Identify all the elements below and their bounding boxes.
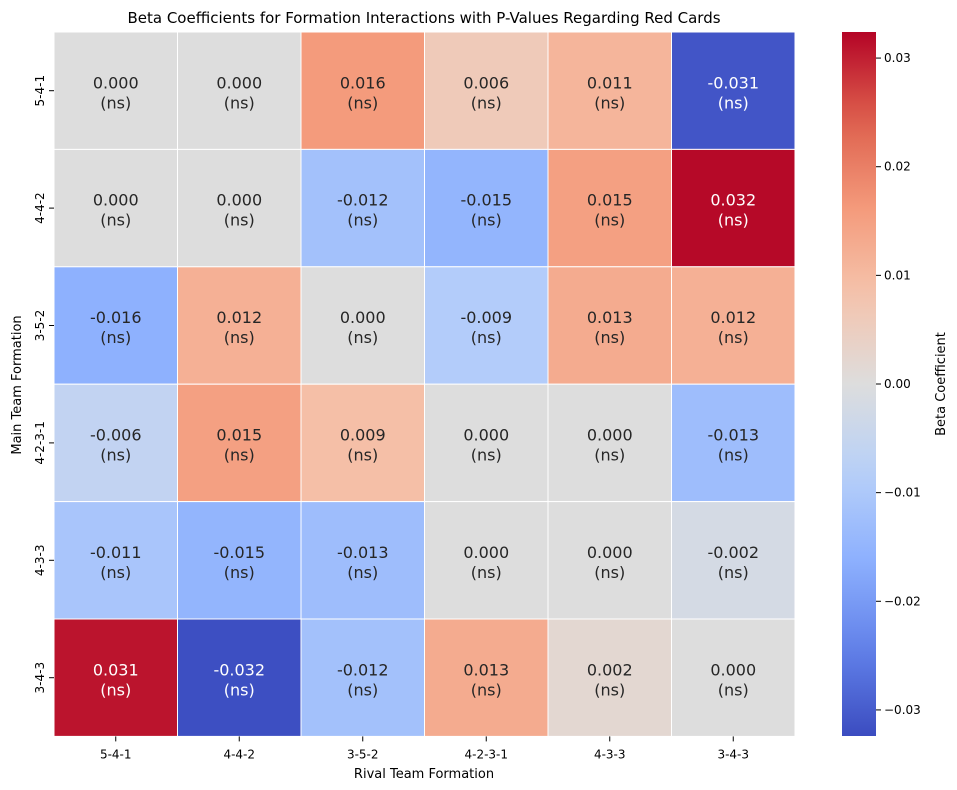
cell-value-label: 0.012 (ns) xyxy=(710,308,756,347)
y-tick-label: 4-2-3-1 xyxy=(33,421,47,465)
cell-value-label: 0.000 (ns) xyxy=(216,191,262,230)
cell-value-label: 0.011 (ns) xyxy=(587,73,633,112)
cell-value-label: 0.000 (ns) xyxy=(710,660,756,699)
heatmap-cell xyxy=(671,148,796,268)
y-tick-label: 4-3-3 xyxy=(33,545,47,577)
colorbar-tick-label: 0.02 xyxy=(884,160,911,174)
y-axis-ticks: 5-4-1 4-4-2 3-5-2 4-2-3-1 4-3-3 3-4-3 xyxy=(33,75,54,694)
colorbar-label: Beta Coefficient xyxy=(934,332,949,436)
heatmap-cell xyxy=(53,266,178,385)
colorbar-tick-label: −0.02 xyxy=(884,594,921,608)
colorbar-tick-label: 0.01 xyxy=(884,268,911,282)
cell-value-label: 0.031 (ns) xyxy=(93,660,139,699)
colorbar-tick-label: −0.03 xyxy=(884,703,921,717)
cell-value-label: 0.000 (ns) xyxy=(93,191,139,230)
y-tick-label: 3-4-3 xyxy=(33,662,47,694)
cell-value-label: 0.032 (ns) xyxy=(710,191,756,230)
cell-value-label: -0.032 (ns) xyxy=(213,660,265,699)
cell-value-label: -0.002 (ns) xyxy=(707,543,759,582)
heatmap-cell xyxy=(300,618,425,737)
heatmap-cell xyxy=(53,148,178,268)
cell-value-label: -0.015 (ns) xyxy=(213,543,265,582)
cell-value-label: -0.006 (ns) xyxy=(90,426,142,465)
heatmap-cells: 0.000 (ns) 0.000 (ns) 0.016 (ns) 0.006 (ns) 0.01… xyxy=(53,31,796,737)
cell-value-label: 0.002 (ns) xyxy=(587,660,633,699)
colorbar-tick-label: 0.00 xyxy=(884,377,911,391)
x-tick-label: 3-5-2 xyxy=(347,747,379,761)
cell-value-label: 0.000 (ns) xyxy=(463,543,509,582)
heatmap-cell xyxy=(177,383,302,503)
cell-value-label: 0.000 (ns) xyxy=(587,426,633,465)
x-axis-label: Rival Team Formation xyxy=(354,767,494,782)
cell-value-label: 0.000 (ns) xyxy=(93,73,139,112)
cell-value-label: 0.009 (ns) xyxy=(340,426,386,465)
cell-value-label: 0.000 (ns) xyxy=(340,308,386,347)
cell-value-label: 0.000 (ns) xyxy=(216,73,262,112)
cell-value-label: 0.016 (ns) xyxy=(340,73,386,112)
x-tick-label: 3-4-3 xyxy=(717,747,749,761)
heatmap-cell xyxy=(547,266,672,385)
cell-value-label: 0.000 (ns) xyxy=(587,543,633,582)
x-tick-label: 4-4-2 xyxy=(223,747,255,761)
heatmap-cell xyxy=(424,618,549,737)
heatmap-cell xyxy=(671,383,796,503)
heatmap-cell xyxy=(424,501,549,620)
heatmap-cell xyxy=(300,383,425,503)
colorbar xyxy=(842,32,876,736)
heatmap-cell xyxy=(300,148,425,268)
y-tick-label: 4-4-2 xyxy=(33,192,47,224)
x-tick-label: 4-3-3 xyxy=(594,747,626,761)
y-axis-label: Main Team Formation xyxy=(10,315,25,454)
cell-value-label: -0.016 (ns) xyxy=(90,308,142,347)
cell-value-label: 0.015 (ns) xyxy=(216,426,262,465)
heatmap-cell xyxy=(300,266,425,385)
heatmap-cell xyxy=(300,31,425,150)
heatmap-cell xyxy=(547,618,672,737)
cell-value-label: 0.013 (ns) xyxy=(463,660,509,699)
colorbar-ticks: 0.03 0.02 0.01 0.00 −0.01 −0.02 −0.03 xyxy=(876,51,921,717)
cell-value-label: 0.013 (ns) xyxy=(587,308,633,347)
x-tick-label: 5-4-1 xyxy=(100,747,132,761)
y-tick-label: 5-4-1 xyxy=(33,75,47,107)
x-tick-label: 4-2-3-1 xyxy=(464,747,508,761)
cell-value-label: -0.015 (ns) xyxy=(460,191,512,230)
heatmap-cell xyxy=(547,31,672,150)
cell-value-label: -0.012 (ns) xyxy=(337,660,389,699)
heatmap-cell xyxy=(53,31,178,150)
heatmap-cell xyxy=(547,148,672,268)
heatmap-cell xyxy=(177,148,302,268)
cell-value-label: -0.031 (ns) xyxy=(707,73,759,112)
heatmap-cell xyxy=(424,148,549,268)
heatmap-cell xyxy=(547,501,672,620)
heatmap-cell xyxy=(671,31,796,150)
heatmap-cell xyxy=(547,383,672,503)
colorbar-tick-label: 0.03 xyxy=(884,51,911,65)
cell-value-label: 0.015 (ns) xyxy=(587,191,633,230)
cell-value-label: -0.012 (ns) xyxy=(337,191,389,230)
cell-value-label: 0.000 (ns) xyxy=(463,426,509,465)
cell-value-label: 0.012 (ns) xyxy=(216,308,262,347)
heatmap-cell xyxy=(53,618,178,737)
heatmap-cell xyxy=(671,266,796,385)
cell-value-label: -0.011 (ns) xyxy=(90,543,142,582)
heatmap-cell xyxy=(300,501,425,620)
heatmap-cell xyxy=(424,31,549,150)
cell-value-label: -0.013 (ns) xyxy=(337,543,389,582)
cell-value-label: 0.006 (ns) xyxy=(463,73,509,112)
chart-title: Beta Coefficients for Formation Interact… xyxy=(127,9,720,27)
heatmap-cell xyxy=(671,618,796,737)
x-axis-ticks: 5-4-1 4-4-2 3-5-2 4-2-3-1 4-3-3 3-4-3 xyxy=(100,736,749,761)
y-tick-label: 3-5-2 xyxy=(33,310,47,342)
cell-value-label: -0.013 (ns) xyxy=(707,426,759,465)
heatmap-cell xyxy=(671,501,796,620)
heatmap-cell xyxy=(177,618,302,737)
cell-value-label: -0.009 (ns) xyxy=(460,308,512,347)
colorbar-tick-label: −0.01 xyxy=(884,486,921,500)
heatmap-cell xyxy=(424,383,549,503)
